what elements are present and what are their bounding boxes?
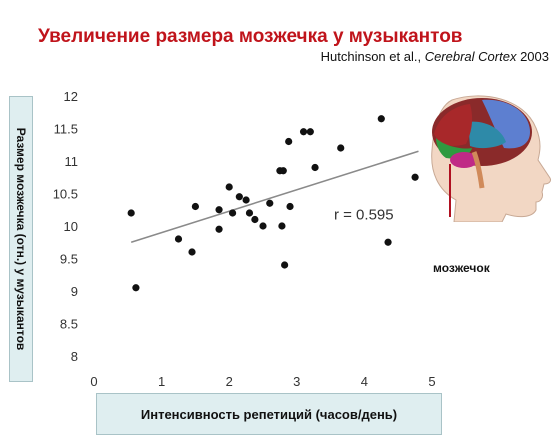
data-point xyxy=(281,261,289,269)
correlation-annotation: r = 0.595 xyxy=(334,207,394,224)
data-point xyxy=(242,196,250,204)
citation-journal: Cerebral Cortex xyxy=(424,49,517,64)
trend-line xyxy=(130,150,419,244)
data-point xyxy=(174,235,183,243)
data-point xyxy=(266,199,274,207)
data-point xyxy=(306,128,314,136)
slide-title: Увеличение размера мозжечка у музыкантов xyxy=(38,26,463,47)
x-tick-labels: 0 1 2 3 4 5 xyxy=(90,374,435,389)
data-point xyxy=(259,222,267,230)
x-tick-label: 0 xyxy=(90,374,97,389)
y-tick-label: 9.5 xyxy=(60,252,78,267)
x-axis-label: Интенсивность репетиций (часов/день) xyxy=(140,406,398,422)
y-tick-label: 8.5 xyxy=(60,317,78,332)
data-point xyxy=(384,238,392,246)
citation: Hutchinson et al., Cerebral Cortex 2003 xyxy=(321,49,549,64)
data-point xyxy=(188,248,196,256)
data-point xyxy=(278,222,286,230)
brain-head-icon xyxy=(431,95,551,223)
y-tick-label: 11.5 xyxy=(54,122,78,137)
y-tick-label: 10 xyxy=(64,219,78,234)
x-axis-label-box: Интенсивность репетиций (часов/день) xyxy=(96,393,442,435)
data-point xyxy=(286,202,294,211)
data-point xyxy=(285,137,293,146)
data-point xyxy=(299,128,308,136)
data-point xyxy=(411,173,419,181)
data-point xyxy=(337,144,345,152)
data-point xyxy=(377,115,385,123)
y-tick-label: 11 xyxy=(65,154,79,169)
data-point xyxy=(251,215,259,224)
x-tick-label: 4 xyxy=(361,374,368,389)
data-point xyxy=(191,202,199,211)
citation-authors: Hutchinson et al., xyxy=(320,49,425,64)
cerebellum-label: мозжечок xyxy=(433,261,490,275)
data-point xyxy=(279,167,287,175)
y-axis-label-box: Размер мозжечка (отн.) у музыкантов xyxy=(9,96,33,382)
data-point xyxy=(311,163,319,172)
x-tick-label: 5 xyxy=(428,374,435,389)
data-point xyxy=(132,284,140,292)
y-tick-label: 10.5 xyxy=(53,187,78,202)
y-tick-label: 12 xyxy=(64,89,78,104)
brain-illustration xyxy=(412,92,557,223)
y-tick-labels: 8 8.5 9 9.5 10 10.5 11 11.5 12 xyxy=(53,89,78,364)
data-point xyxy=(245,209,254,217)
y-tick-label: 9 xyxy=(71,284,78,299)
data-points xyxy=(127,115,419,292)
data-point xyxy=(228,209,237,217)
data-point xyxy=(215,206,223,214)
x-tick-label: 1 xyxy=(158,374,165,389)
data-point xyxy=(235,193,243,201)
citation-year: 2003 xyxy=(516,49,549,64)
data-point xyxy=(127,209,135,217)
data-point xyxy=(225,183,233,191)
data-point xyxy=(215,225,223,233)
x-tick-label: 2 xyxy=(226,374,233,389)
x-tick-label: 3 xyxy=(293,374,300,389)
y-tick-label: 8 xyxy=(71,349,78,364)
